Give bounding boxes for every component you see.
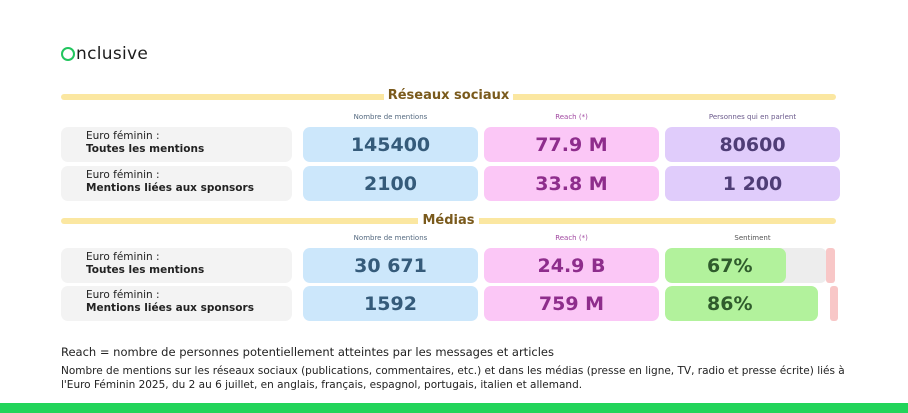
row-label-line2: Mentions liées aux sponsors (86, 182, 254, 194)
media-row-1-reach: 24.9 B (484, 248, 659, 283)
social-header-reach: Reach (*) (555, 113, 588, 121)
social-row-1-reach: 77.9 M (484, 127, 659, 162)
media-row-1-label: Euro féminin : Toutes les mentions (61, 248, 292, 283)
media-section-title: Médias (61, 213, 836, 228)
media-row-2-label: Euro féminin : Mentions liées aux sponso… (61, 286, 292, 321)
row-label-line1: Euro féminin : (86, 251, 160, 263)
brand-name: nclusive (76, 44, 149, 64)
sentiment-positive-fill: 86% (665, 286, 818, 321)
sentiment-positive-fill: 67% (665, 248, 786, 283)
media-row-2-reach: 759 M (484, 286, 659, 321)
brand-logo: nclusive (61, 44, 148, 64)
media-row-2-sentiment-bar: 86% (665, 286, 827, 321)
social-header-people: Personnes qui en parlent (708, 113, 797, 121)
media-row-2-mentions: 1592 (303, 286, 478, 321)
row-label-line2: Toutes les mentions (86, 143, 205, 155)
scope-note: Nombre de mentions sur les réseaux socia… (61, 365, 845, 391)
logo-o-icon (61, 47, 75, 61)
row-label-line2: Mentions liées aux sponsors (86, 302, 254, 314)
media-header-sentiment: Sentiment (734, 234, 771, 242)
media-header-mentions: Nombre de mentions (353, 234, 428, 242)
social-section-title: Réseaux sociaux (61, 88, 836, 103)
media-row-1-sentiment-bar: 67% (665, 248, 827, 283)
social-row-1-label: Euro féminin : Toutes les mentions (61, 127, 292, 162)
social-header-mentions: Nombre de mentions (353, 113, 428, 121)
footer-bar (0, 403, 908, 413)
row-label-line1: Euro féminin : (86, 289, 160, 301)
reach-definition-note: Reach = nombre de personnes potentiellem… (61, 345, 554, 359)
row-label-line1: Euro féminin : (86, 130, 160, 142)
sentiment-negative-fill (830, 286, 838, 321)
social-row-2-label: Euro féminin : Mentions liées aux sponso… (61, 166, 292, 201)
row-label-line2: Toutes les mentions (86, 264, 205, 276)
social-row-2-people: 1 200 (665, 166, 840, 201)
social-row-2-reach: 33.8 M (484, 166, 659, 201)
social-row-1-people: 80600 (665, 127, 840, 162)
row-label-line1: Euro féminin : (86, 169, 160, 181)
media-row-1-mentions: 30 671 (303, 248, 478, 283)
social-row-2-mentions: 2100 (303, 166, 478, 201)
social-row-1-mentions: 145400 (303, 127, 478, 162)
media-header-reach: Reach (*) (555, 234, 588, 242)
sentiment-negative-fill (826, 248, 835, 283)
